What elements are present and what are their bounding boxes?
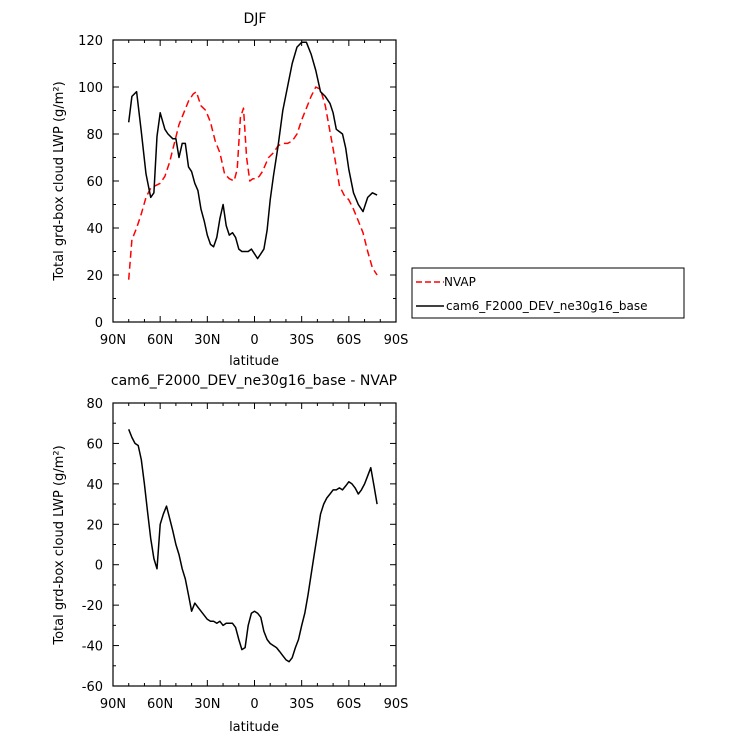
x-axis-label: latitude [229,354,279,369]
x-tick-label: 0 [250,333,258,348]
y-tick-label: 60 [86,437,103,452]
plot-frame [112,402,397,687]
legend-label-model: cam6_F2000_DEV_ne30g16_base [446,299,648,313]
x-tick-label: 0 [250,697,258,712]
y-tick-label: 40 [86,478,103,493]
axis-ticks: 90N 60N 30N 0 30S 60S 90S -60 -40 -20 0 20 40 60 80 [82,397,409,712]
x-tick-label: 60S [336,697,361,712]
series-line-0 [128,429,378,663]
x-tick-label: 90S [384,697,409,712]
lwp-djf-chart: DJF latitude Total grd-box cloud LWP (g/… [52,11,408,369]
legend: NVAP cam6_F2000_DEV_ne30g16_base [411,267,685,319]
x-tick-label: 30S [289,697,314,712]
y-tick-label: 0 [95,316,103,331]
x-tick-label: 60N [147,697,173,712]
plot-lines [128,429,378,663]
y-tick-label: 40 [86,222,103,237]
plot-frame [112,39,397,323]
x-tick-label: 90N [100,333,126,348]
x-tick-label: 30N [194,697,220,712]
y-tick-label: 120 [78,34,103,49]
x-tick-label: 30S [289,333,314,348]
y-axis-label: Total grd-box cloud LWP (g/m²) [52,445,67,645]
y-tick-label: 0 [95,559,103,574]
chart-title: cam6_F2000_DEV_ne30g16_base - NVAP [111,373,397,389]
x-tick-label: 90N [100,697,126,712]
series-line-0 [127,86,378,280]
axis-ticks: 90N 60N 30N 0 30S 60S 90S 0 20 40 60 80 100 120 [78,34,408,348]
x-tick-label: 90S [384,333,409,348]
y-tick-label: -60 [82,680,103,695]
lwp-difference-chart: cam6_F2000_DEV_ne30g16_base - NVAP latit… [52,373,408,735]
x-tick-label: 60N [147,333,173,348]
series-line-1 [127,41,378,260]
y-tick-label: 100 [78,81,103,96]
y-tick-label: -20 [82,599,103,614]
y-tick-label: 20 [86,269,103,284]
x-tick-label: 60S [336,333,361,348]
y-tick-label: -40 [82,640,103,655]
legend-box [411,267,685,319]
y-axis-label: Total grd-box cloud LWP (g/m²) [52,81,67,281]
y-tick-label: 80 [86,128,103,143]
y-tick-label: 60 [86,175,103,190]
legend-label-nvap: NVAP [444,275,476,289]
x-axis-label: latitude [229,720,279,735]
y-tick-label: 20 [86,518,103,533]
x-tick-label: 30N [194,333,220,348]
chart-title: DJF [244,11,267,27]
plot-lines [127,41,378,280]
y-tick-label: 80 [86,397,103,412]
